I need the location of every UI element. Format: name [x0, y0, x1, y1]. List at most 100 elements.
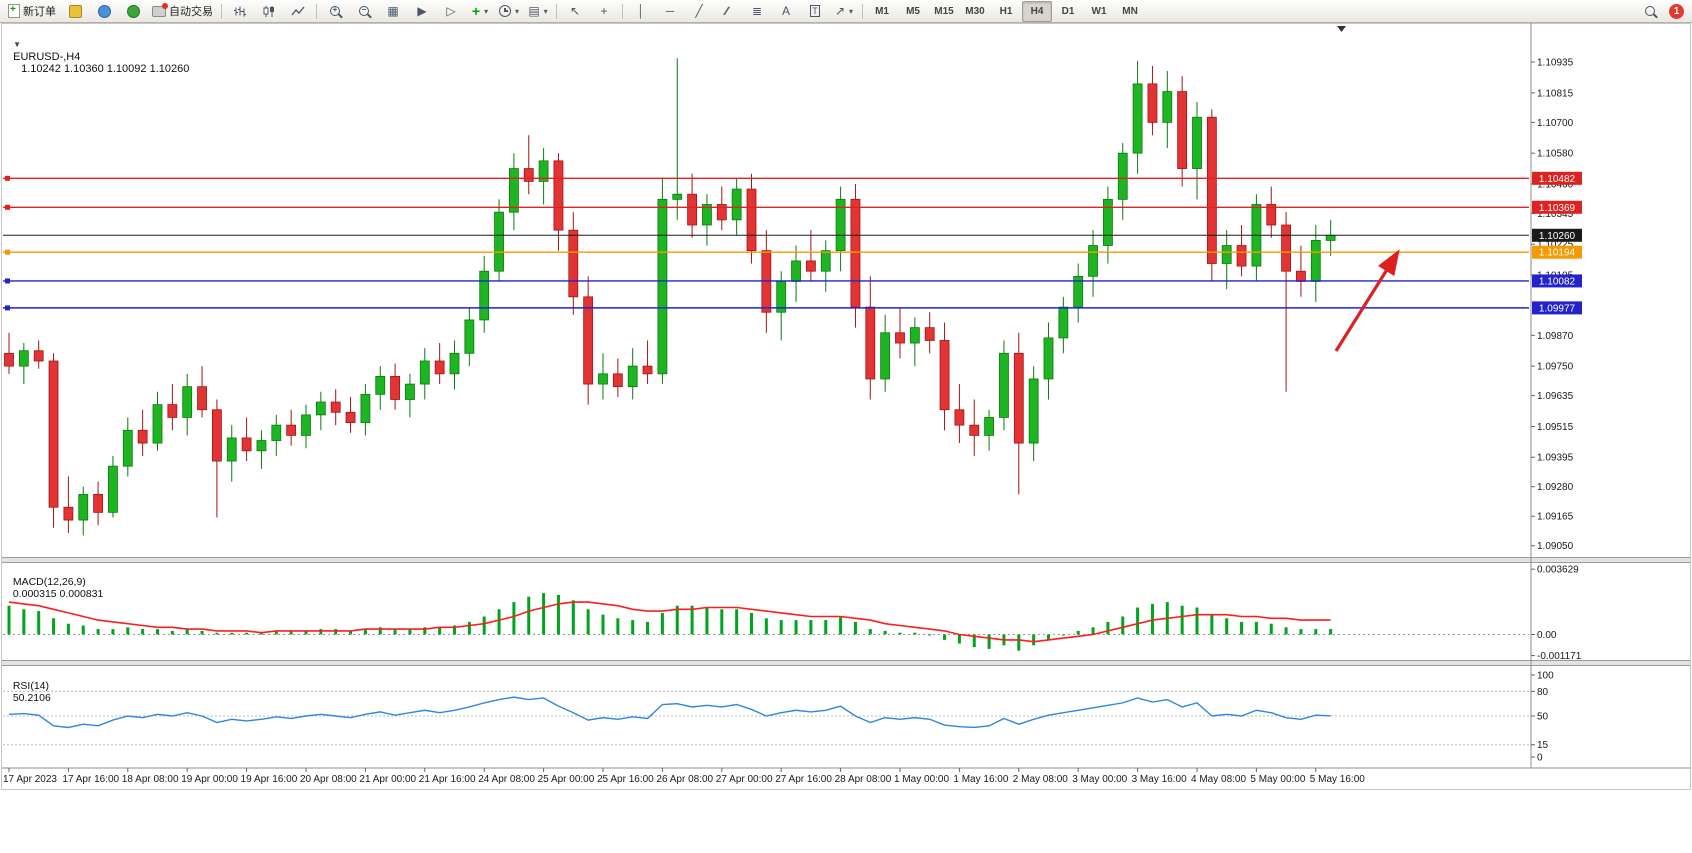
rsi-axis-label: 100	[1537, 671, 1554, 682]
timeframe-mn-button[interactable]: MN	[1122, 5, 1138, 17]
label-tool-button[interactable]: T	[801, 1, 829, 22]
timeframe-h1-button[interactable]: H1	[999, 5, 1013, 17]
autotrading-button[interactable]: 自动交易	[148, 1, 217, 22]
bull-candle	[1162, 91, 1173, 123]
macd-histogram-bar	[1240, 621, 1244, 635]
bear-candle	[345, 411, 356, 423]
bull-candle	[375, 375, 386, 395]
new-order-icon	[8, 4, 20, 18]
price-level-badge	[1532, 301, 1582, 315]
label-tool-icon: T	[809, 5, 821, 17]
add-indicator-icon: +	[471, 3, 481, 19]
arrows-tool-button[interactable]: ↗ ▾	[830, 1, 858, 22]
level-line-handle[interactable]	[5, 204, 10, 210]
periods-button[interactable]: ▾	[495, 1, 523, 22]
market-icon	[126, 4, 140, 18]
fibonacci-button[interactable]: ≣	[743, 1, 771, 22]
zoom-in-button[interactable]: +	[321, 1, 349, 22]
timeframe-m30-button[interactable]: M30	[965, 5, 985, 17]
chart-shift-marker[interactable]	[1337, 26, 1346, 32]
dropdown-arrow-icon: ▾	[849, 6, 854, 16]
toolbar: 新订单 自动交易 + − ▦ ▶ ▷ +▾ ▾ ▤▾ ↖ + │ ─ ╱ ∕∕ …	[0, 0, 1692, 23]
horizontal-line-icon: ─	[665, 4, 675, 18]
level-line-handle[interactable]	[5, 175, 10, 181]
macd-histogram-bar	[81, 625, 85, 635]
new-order-button[interactable]: 新订单	[4, 1, 60, 22]
time-axis-label: 26 Apr 08:00	[656, 774, 713, 785]
notification-badge[interactable]: 1	[1669, 3, 1684, 19]
toolbar-separator	[862, 3, 864, 19]
line-chart-button[interactable]	[284, 1, 312, 22]
macd-histogram-bar	[37, 611, 41, 635]
bear-candle	[806, 260, 816, 272]
bear-candle	[969, 424, 980, 436]
bear-candle	[924, 327, 935, 341]
macd-histogram-bar	[96, 629, 100, 635]
timeframe-h4-button[interactable]: H4	[1022, 0, 1053, 22]
autoscroll-button[interactable]: ▶	[408, 1, 436, 22]
bull-candle	[108, 465, 118, 513]
macd-histogram-bar	[378, 627, 382, 635]
indicators-button[interactable]: + ▾	[466, 1, 494, 22]
cursor-button[interactable]: ↖	[561, 1, 589, 22]
market-button[interactable]	[119, 1, 147, 22]
macd-histogram-bar	[750, 612, 753, 635]
crosshair-button[interactable]: +	[590, 1, 618, 22]
timeframe-d1-button[interactable]: D1	[1061, 5, 1075, 17]
time-axis-label: 18 Apr 08:00	[122, 774, 179, 785]
timeframe-m5-button[interactable]: M5	[906, 5, 920, 17]
bull-candle	[820, 250, 831, 272]
metaeditor-button[interactable]	[61, 1, 89, 22]
candlestick-chart-button[interactable]	[255, 1, 283, 22]
bull-candle	[627, 365, 638, 388]
tile-windows-button[interactable]: ▦	[379, 1, 407, 22]
level-line-handle[interactable]	[5, 278, 10, 284]
level-line-handle[interactable]	[5, 305, 10, 311]
bear-candle	[33, 350, 44, 362]
macd-values: 0.000315 0.000831	[12, 588, 104, 600]
macd-histogram-bar	[542, 593, 546, 635]
panel-splitter[interactable]	[2, 660, 1690, 666]
timeframe-m1-button[interactable]: M1	[875, 5, 889, 17]
price-level-badge	[1532, 274, 1582, 288]
vertical-line-button[interactable]: │	[627, 1, 655, 22]
level-line-handle[interactable]	[5, 249, 10, 255]
trendline-button[interactable]: ╱	[685, 1, 713, 22]
bear-candle	[241, 437, 252, 452]
timeframe-m15-button[interactable]: M15	[934, 5, 954, 17]
text-tool-button[interactable]: A	[772, 1, 800, 22]
panel-splitter[interactable]	[2, 557, 1690, 563]
bear-candle	[93, 494, 103, 513]
macd-histogram-bar	[1136, 607, 1140, 635]
chart-shift-button[interactable]: ▷	[437, 1, 465, 22]
macd-histogram-bar	[245, 632, 249, 635]
bear-candle	[63, 506, 74, 521]
macd-histogram-bar	[1225, 618, 1229, 635]
bear-candle	[642, 365, 653, 375]
trend-arrow-annotation[interactable]	[1334, 249, 1400, 352]
one-click-panel-toggle[interactable]: ▼	[13, 40, 22, 49]
timeframe-w1-button[interactable]: W1	[1091, 5, 1107, 17]
templates-button[interactable]: ▤ ▾	[524, 1, 552, 22]
horizontal-line-button[interactable]: ─	[656, 1, 684, 22]
bar-chart-button[interactable]	[226, 1, 254, 22]
time-axis-label: 27 Apr 00:00	[716, 774, 773, 785]
bear-candle	[1177, 91, 1188, 169]
bull-candle	[657, 198, 668, 375]
chart-shift-icon: ▷	[446, 4, 456, 18]
zoom-out-button[interactable]: −	[350, 1, 378, 22]
macd-histogram-bar	[1314, 629, 1318, 635]
search-button[interactable]	[1636, 1, 1664, 22]
price-level-badge	[1532, 171, 1582, 185]
bear-candle	[954, 409, 965, 426]
chart-symbol-period: EURUSD-,H4	[13, 51, 81, 63]
channel-button[interactable]: ∕∕	[714, 1, 742, 22]
time-axis-label: 3 May 00:00	[1072, 774, 1127, 785]
dropdown-arrow-icon: ▾	[484, 6, 489, 16]
candlestick-chart-icon	[263, 5, 274, 17]
macd-histogram-bar	[408, 629, 412, 635]
time-axis-label: 4 May 08:00	[1191, 774, 1246, 785]
macd-histogram-bar	[319, 629, 323, 635]
community-button[interactable]	[90, 1, 118, 22]
